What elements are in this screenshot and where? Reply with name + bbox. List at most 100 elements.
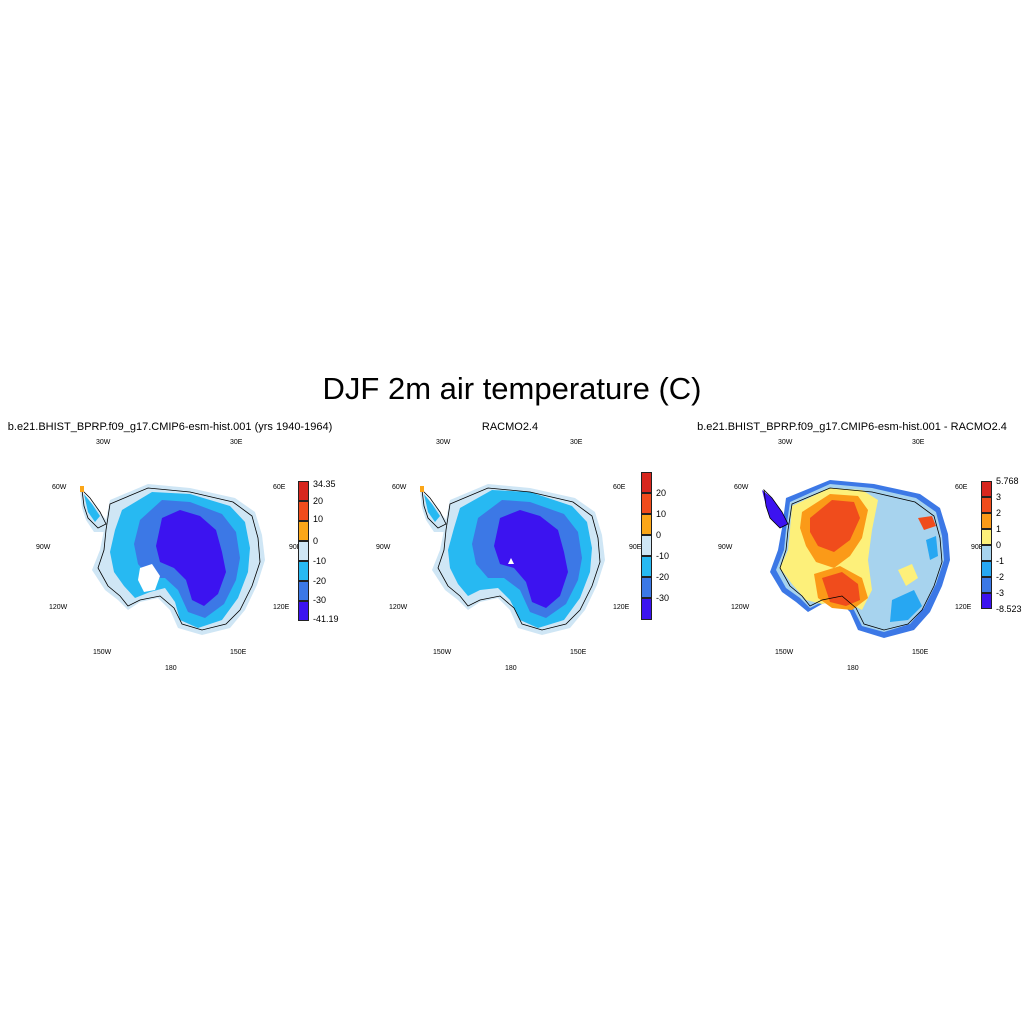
- map-zone-northeast-red: [918, 516, 936, 530]
- colorbar-label: 0: [996, 540, 1002, 550]
- colorbar-swatch: [981, 513, 992, 529]
- colorbar-swatch: [298, 541, 309, 561]
- lon-label-150e: 150E: [230, 649, 247, 656]
- map-peninsula-coast: [421, 488, 447, 529]
- panel-title: RACMO2.4: [481, 421, 539, 433]
- map-zone-red: [810, 500, 860, 552]
- lon-label-150e: 150E: [570, 649, 587, 656]
- map-coastline: [97, 487, 261, 631]
- map-coastline: [437, 487, 601, 631]
- colorbar-swatch: [298, 601, 309, 621]
- colorbar-swatch: [641, 493, 652, 514]
- map-zone-coldest: [494, 510, 568, 608]
- colorbar-swatch: [981, 529, 992, 545]
- colorbar-label: -41.19: [313, 614, 339, 624]
- colorbar-swatch: [981, 497, 992, 513]
- figure-title: DJF 2m air temperature (C): [322, 371, 702, 406]
- colorbar-label: -30: [656, 593, 670, 603]
- lon-label-120w: 120W: [731, 604, 750, 611]
- colorbar-label: -20: [656, 572, 670, 582]
- lon-label-90w: 90W: [36, 544, 51, 551]
- lon-label-180: 180: [847, 665, 859, 672]
- map-ice-shelf-gap: [138, 564, 160, 592]
- lon-label-30e: 30E: [230, 439, 243, 446]
- map-zone-coldest: [156, 510, 226, 606]
- map-zone-east-edge: [926, 536, 938, 560]
- colorbar-label: 2: [996, 508, 1002, 518]
- lon-label-120e: 120E: [273, 604, 290, 611]
- colorbar-label: -3: [996, 588, 1005, 598]
- colorbar-label: 0: [313, 536, 319, 546]
- map-zone-east-blue: [874, 508, 934, 610]
- colorbar-label: -30: [313, 595, 327, 605]
- lon-label-60w: 60W: [392, 484, 407, 491]
- map-zone-east-deep: [890, 590, 922, 622]
- antarctica-map: [80, 484, 265, 635]
- lon-label-120w: 120W: [389, 604, 408, 611]
- colorbar-label: -10: [656, 551, 670, 561]
- map-coastline: [779, 487, 943, 631]
- colorbar-label: 1: [996, 524, 1002, 534]
- lon-label-120e: 120E: [613, 604, 630, 611]
- colorbar-swatch: [298, 521, 309, 541]
- lon-label-180: 180: [165, 665, 177, 672]
- lon-label-30w: 30W: [436, 439, 451, 446]
- antarctica-map: [762, 480, 950, 638]
- panel-racmo: RACMO2.4 30W 30E 60W 60E 90W 90E 120W 12…: [340, 420, 680, 680]
- lon-label-60w: 60W: [52, 484, 67, 491]
- colorbar-label: 3: [996, 492, 1002, 502]
- lon-label-90w: 90W: [376, 544, 391, 551]
- colorbar-swatch: [981, 577, 992, 593]
- lon-label-60e: 60E: [613, 484, 626, 491]
- colorbar-label: -20: [313, 576, 327, 586]
- colorbar-swatch: [641, 514, 652, 535]
- colorbar-swatch: [298, 481, 309, 501]
- colorbar-swatch: [981, 561, 992, 577]
- colorbar-swatch: [641, 472, 652, 493]
- map-orange-spot: [80, 486, 84, 492]
- lon-label-30w: 30W: [96, 439, 111, 446]
- colorbar-label: 10: [313, 514, 324, 524]
- colorbar-label: -1: [996, 556, 1005, 566]
- map-zone-east-yellow: [898, 564, 918, 586]
- panel-title: b.e21.BHIST_BPRP.f09_g17.CMIP6-esm-hist.…: [697, 421, 1007, 433]
- map-peninsula: [762, 490, 788, 528]
- colorbar-swatch: [981, 481, 992, 497]
- colorbar-label: 0: [656, 530, 662, 540]
- map-peninsula-coast: [81, 488, 107, 529]
- lon-label-30w: 30W: [778, 439, 793, 446]
- map-zone-south-red: [822, 572, 860, 606]
- lon-label-90e: 90E: [971, 544, 984, 551]
- map-peninsula-mid: [84, 494, 100, 522]
- map-white-spot: [508, 558, 514, 564]
- lon-label-60w: 60W: [734, 484, 749, 491]
- lon-label-120w: 120W: [49, 604, 68, 611]
- colorbar-label: 34.35: [313, 479, 336, 489]
- colorbar: 20 10 0 -10 -20 -30: [641, 472, 681, 620]
- colorbar-swatch: [298, 561, 309, 581]
- colorbar-swatch: [981, 593, 992, 609]
- colorbar-label: -2: [996, 572, 1005, 582]
- lon-label-150w: 150W: [433, 649, 452, 656]
- panel-difference: b.e21.BHIST_BPRP.f09_g17.CMIP6-esm-hist.…: [682, 420, 1022, 680]
- lon-label-150w: 150W: [775, 649, 794, 656]
- colorbar-swatch: [641, 556, 652, 577]
- colorbar-swatch: [641, 598, 652, 620]
- lon-label-30e: 30E: [570, 439, 583, 446]
- lon-label-90w: 90W: [718, 544, 733, 551]
- colorbar-label: 20: [313, 496, 324, 506]
- colorbar-swatch: [641, 535, 652, 556]
- panel-title: b.e21.BHIST_BPRP.f09_g17.CMIP6-esm-hist.…: [7, 421, 333, 433]
- lon-label-150w: 150W: [93, 649, 112, 656]
- colorbar: 5.768 3 2 1 0 -1 -2 -3 -8.523: [981, 476, 1023, 614]
- colorbar-label: -10: [313, 556, 327, 566]
- map-orange-spot: [420, 486, 424, 492]
- colorbar-label: 10: [656, 509, 667, 519]
- colorbar-label: -8.523: [996, 604, 1022, 614]
- lon-label-90e: 90E: [629, 544, 642, 551]
- colorbar-label: 5.768: [996, 476, 1019, 486]
- lon-label-60e: 60E: [273, 484, 286, 491]
- map-peninsula-mid: [424, 494, 440, 522]
- lon-label-60e: 60E: [955, 484, 968, 491]
- map-peninsula-coast: [763, 488, 789, 529]
